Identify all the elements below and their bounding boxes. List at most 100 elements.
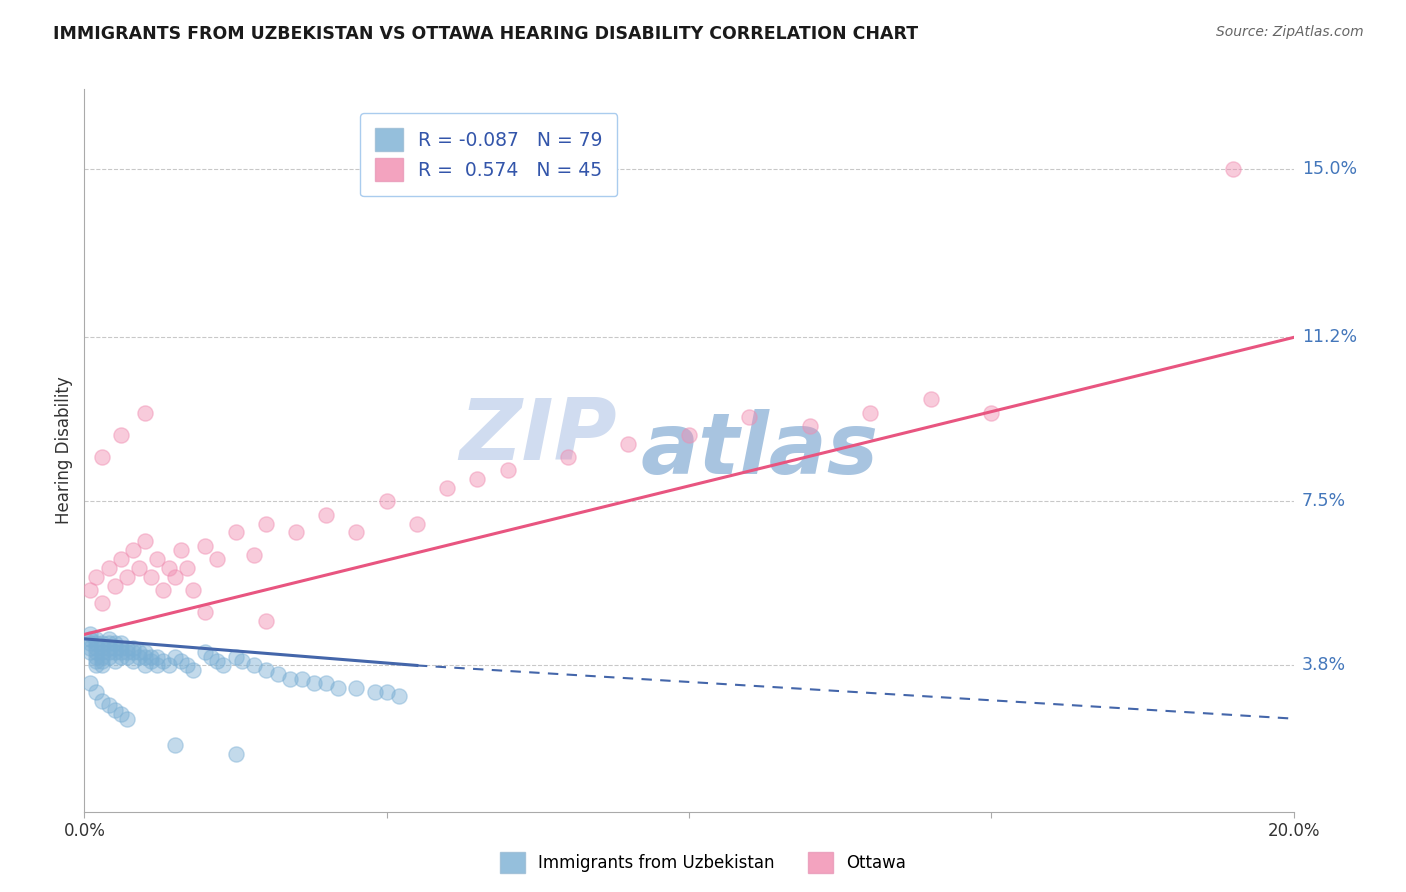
Point	[115, 649, 138, 664]
Point	[285, 525, 308, 540]
Point	[375, 685, 398, 699]
Point	[157, 658, 180, 673]
Point	[194, 605, 217, 619]
Point	[194, 645, 217, 659]
Point	[212, 658, 235, 673]
Point	[134, 534, 156, 549]
Point	[115, 640, 138, 655]
Point	[181, 663, 204, 677]
Point	[91, 694, 114, 708]
Point	[91, 596, 114, 610]
Point	[79, 627, 101, 641]
Point	[139, 654, 162, 668]
Point	[617, 437, 640, 451]
Point	[170, 654, 193, 668]
Point	[557, 450, 579, 464]
Point	[110, 707, 132, 722]
Point	[207, 552, 229, 566]
Point	[91, 640, 114, 655]
Point	[291, 672, 314, 686]
Point	[86, 632, 108, 646]
Point	[128, 649, 150, 664]
Point	[152, 583, 174, 598]
Point	[436, 481, 458, 495]
Point	[86, 654, 108, 668]
Text: 11.2%: 11.2%	[1302, 328, 1357, 346]
Point	[110, 428, 132, 442]
Point	[225, 649, 247, 664]
Point	[315, 676, 337, 690]
Point	[859, 406, 882, 420]
Point	[328, 681, 350, 695]
Point	[139, 570, 162, 584]
Point	[121, 645, 143, 659]
Point	[104, 636, 127, 650]
Point	[91, 654, 114, 668]
Point	[200, 649, 222, 664]
Legend: Immigrants from Uzbekistan, Ottawa: Immigrants from Uzbekistan, Ottawa	[494, 846, 912, 880]
Point	[97, 636, 120, 650]
Point	[194, 539, 217, 553]
Point	[388, 690, 411, 704]
Point	[278, 672, 301, 686]
Point	[104, 579, 127, 593]
Point	[225, 747, 247, 761]
Point	[134, 406, 156, 420]
Point	[121, 543, 143, 558]
Text: 3.8%: 3.8%	[1302, 657, 1346, 674]
Point	[165, 738, 187, 752]
Point	[176, 561, 198, 575]
Point	[980, 406, 1002, 420]
Point	[375, 494, 398, 508]
Point	[134, 658, 156, 673]
Point	[97, 632, 120, 646]
Point	[363, 685, 385, 699]
Text: Source: ZipAtlas.com: Source: ZipAtlas.com	[1216, 25, 1364, 39]
Point	[146, 658, 169, 673]
Point	[104, 640, 127, 655]
Point	[139, 649, 162, 664]
Point	[799, 419, 821, 434]
Point	[254, 663, 277, 677]
Point	[91, 658, 114, 673]
Point	[242, 658, 264, 673]
Point	[91, 649, 114, 664]
Point	[346, 525, 368, 540]
Point	[97, 645, 120, 659]
Point	[225, 525, 247, 540]
Point	[170, 543, 193, 558]
Point	[128, 645, 150, 659]
Point	[110, 636, 132, 650]
Point	[79, 640, 101, 655]
Point	[231, 654, 253, 668]
Point	[165, 570, 187, 584]
Point	[86, 658, 108, 673]
Point	[97, 561, 120, 575]
Text: 7.5%: 7.5%	[1302, 492, 1346, 510]
Point	[115, 645, 138, 659]
Point	[346, 681, 368, 695]
Point	[315, 508, 337, 522]
Point	[146, 552, 169, 566]
Point	[86, 570, 108, 584]
Point	[738, 410, 761, 425]
Point	[121, 654, 143, 668]
Point	[121, 640, 143, 655]
Point	[79, 632, 101, 646]
Point	[1222, 161, 1244, 176]
Point	[110, 645, 132, 659]
Point	[242, 548, 264, 562]
Point	[406, 516, 429, 531]
Point	[128, 561, 150, 575]
Point	[267, 667, 290, 681]
Point	[79, 645, 101, 659]
Point	[86, 685, 108, 699]
Point	[115, 570, 138, 584]
Y-axis label: Hearing Disability: Hearing Disability	[55, 376, 73, 524]
Point	[86, 649, 108, 664]
Point	[86, 636, 108, 650]
Point	[110, 640, 132, 655]
Point	[207, 654, 229, 668]
Point	[110, 552, 132, 566]
Text: atlas: atlas	[641, 409, 879, 492]
